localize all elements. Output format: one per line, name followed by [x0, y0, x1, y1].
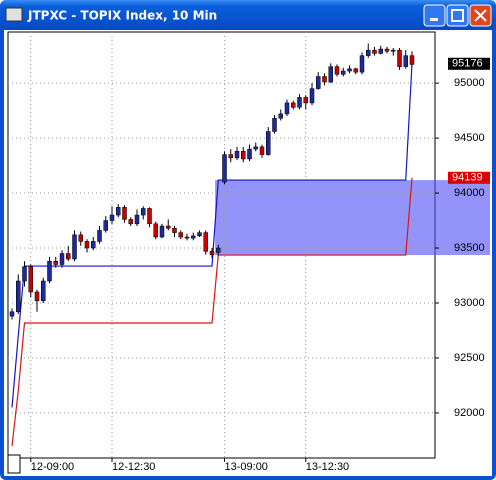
candle-body [66, 253, 71, 260]
x-tick-label: 13-12:30 [306, 461, 349, 473]
x-tick-label: 12-12:30 [112, 461, 155, 473]
candle-body [184, 236, 190, 239]
candle-body [347, 68, 352, 72]
candle-body [91, 241, 96, 249]
candle-body [153, 223, 158, 238]
candle-body [159, 225, 165, 238]
shade-band [215, 180, 490, 256]
candle-body [78, 234, 83, 242]
candle-body [166, 225, 171, 229]
candle-body [372, 49, 377, 54]
candle-body [222, 154, 227, 183]
candle-body [303, 97, 308, 104]
candle-body [353, 68, 358, 73]
candle-body [253, 146, 258, 150]
minimize-button[interactable] [423, 4, 446, 27]
candle-body [322, 76, 327, 83]
candle-body [397, 49, 402, 67]
candle-body [197, 232, 202, 237]
candle-body [147, 208, 152, 225]
candle-body [234, 151, 240, 159]
candle-body [34, 291, 40, 302]
candle-body [272, 118, 277, 132]
last-value-label: 95176 [452, 58, 483, 70]
candle-body [28, 266, 33, 293]
candle-body [403, 55, 408, 67]
y-tick-label: 95000 [454, 77, 485, 89]
candle-body [9, 311, 15, 317]
candle-body [291, 102, 296, 108]
scroll-box[interactable] [7, 454, 21, 474]
candle-body [378, 48, 383, 54]
x-tick-label: 12-09:00 [31, 461, 74, 473]
title-bar [0, 0, 496, 30]
candle-body [172, 227, 177, 233]
candle-body [122, 207, 127, 220]
candle-body [103, 220, 108, 231]
maximize-button[interactable] [446, 4, 469, 27]
candle-body [84, 241, 90, 249]
candle-body [116, 207, 121, 216]
candle-body [328, 66, 333, 83]
candle-body [53, 260, 58, 265]
last-value-label: 94139 [452, 172, 483, 184]
candle-body [241, 151, 246, 160]
candle-body [384, 48, 390, 52]
last-value-box [448, 57, 490, 70]
y-tick-label: 92500 [454, 352, 485, 364]
candle-body [316, 76, 321, 89]
candle-body [191, 235, 196, 239]
candle-body [134, 214, 140, 225]
candle-body [391, 49, 396, 52]
y-tick-label: 93500 [454, 242, 485, 254]
candle-body [266, 131, 271, 155]
candle-body [97, 230, 102, 242]
maximize-icon [451, 9, 464, 22]
candle-body [228, 154, 233, 159]
candle-body [259, 146, 265, 155]
candle-body [209, 251, 215, 255]
candle-body [141, 208, 146, 216]
indicator-line [11, 63, 413, 408]
candle-body [409, 55, 415, 65]
candle-body [297, 97, 302, 108]
candle-body [366, 49, 371, 56]
candle-body [47, 260, 52, 282]
candle-body [22, 266, 27, 282]
candle-body [59, 253, 65, 265]
candle-body [334, 66, 340, 75]
candle-body [216, 247, 221, 253]
candle-body [278, 113, 283, 119]
y-tick-label: 93000 [454, 297, 485, 309]
candle-body [247, 148, 252, 160]
candle-body [41, 280, 46, 302]
y-tick-label: 92000 [454, 407, 485, 419]
candle-body [203, 232, 208, 252]
candle-body [284, 102, 290, 115]
close-icon [474, 9, 487, 22]
window-title: JTPXC - TOPIX Index, 10 Min [27, 9, 217, 23]
candle-body [359, 55, 365, 73]
candle-body [16, 280, 21, 313]
y-tick-label: 94500 [454, 132, 485, 144]
candle-body [309, 88, 315, 104]
candle-body [178, 232, 183, 238]
candle-body [341, 70, 346, 75]
candle-body [128, 219, 133, 225]
last-value-box [448, 171, 490, 184]
x-tick-label: 13-09:00 [225, 461, 268, 473]
candle-body [72, 234, 77, 260]
y-tick-label: 94000 [454, 187, 485, 199]
window-icon [5, 7, 23, 22]
candle-body [109, 214, 115, 221]
indicator-line [11, 177, 413, 446]
minimize-icon [430, 18, 438, 21]
